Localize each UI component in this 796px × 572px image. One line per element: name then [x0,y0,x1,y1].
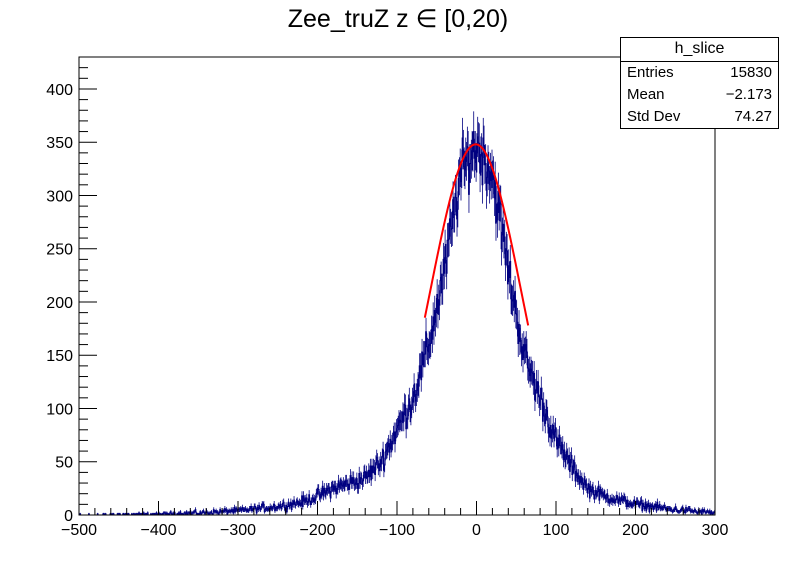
histogram-line [79,131,715,516]
y-tick-label: 0 [64,508,73,525]
stats-stddev-row: Std Dev 74.27 [621,106,778,128]
y-tick-label: 250 [46,242,73,259]
stats-entries-value: 15830 [730,64,772,81]
x-tick-label: −500 [61,522,97,539]
gaussian-fit [423,143,530,326]
y-tick-label: 100 [46,401,73,418]
stats-stddev-value: 74.27 [734,108,772,125]
chart-title: Zee_truZ z ∈ [0,20) [287,5,509,33]
histogram-bars [79,111,716,516]
y-tick-label: 200 [46,295,73,312]
x-tick-label: −100 [379,522,415,539]
y-tick-label: 50 [55,455,73,472]
y-ticks: 0 50 100 150 200 250 300 350 400 [46,56,97,525]
stats-entries-row: Entries 15830 [621,62,778,84]
y-tick-label: 300 [46,188,73,205]
stats-entries-label: Entries [627,64,674,81]
x-tick-label: −400 [140,522,176,539]
y-tick-label: 150 [46,348,73,365]
stats-mean-value: −2.173 [725,86,772,103]
stats-stddev-label: Std Dev [627,108,681,125]
x-tick-label: 300 [702,522,729,539]
stats-mean-row: Mean −2.173 [621,84,778,106]
x-tick-label: 0 [472,522,481,539]
y-tick-label: 400 [46,82,73,99]
x-tick-label: −200 [299,522,335,539]
stats-box: h_slice Entries 15830 Mean −2.173 Std De… [620,37,779,129]
x-tick-label: −300 [220,522,256,539]
y-tick-label: 350 [46,135,73,152]
stats-mean-label: Mean [627,86,665,103]
x-ticks: −500 −400 −300 −200 −100 0 100 200 300 [61,501,728,539]
stats-title: h_slice [621,38,778,62]
fit-curve [423,143,530,326]
x-tick-label: 100 [543,522,570,539]
x-tick-label: 200 [622,522,649,539]
